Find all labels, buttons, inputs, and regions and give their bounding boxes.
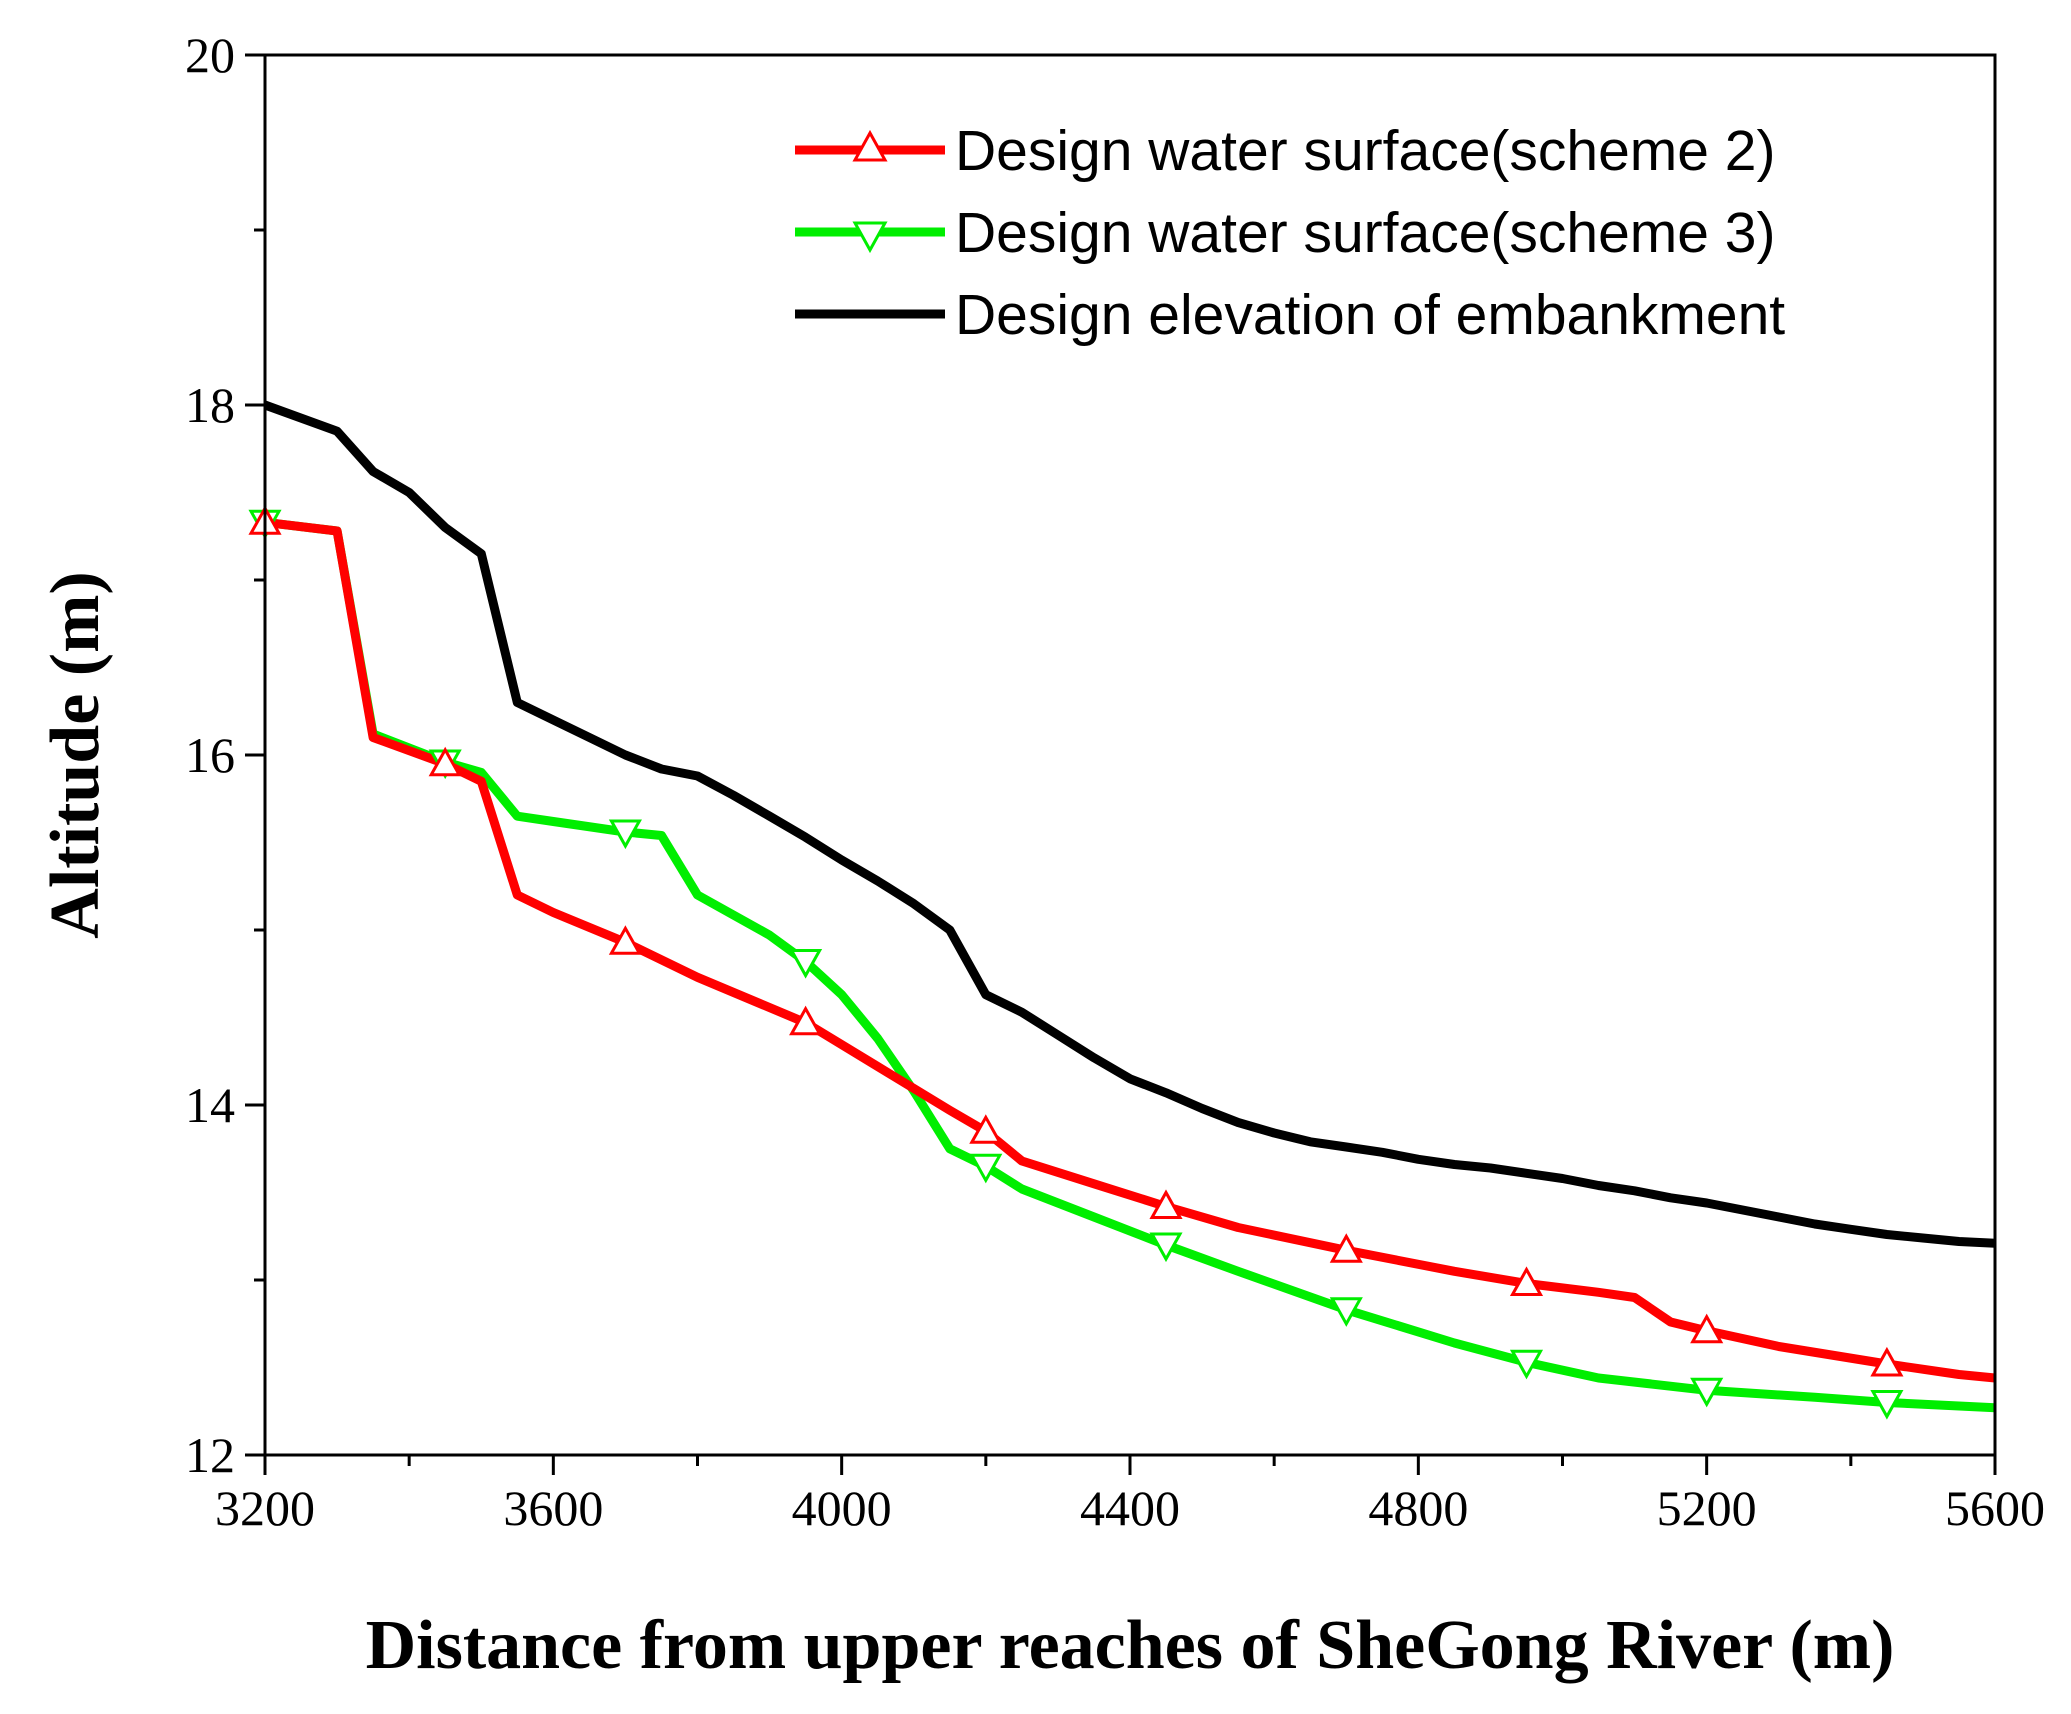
data-point-scheme-2	[969, 1114, 1003, 1144]
x-tick-label: 4000	[792, 1480, 892, 1536]
legend-marker-triangle-up-icon	[852, 129, 888, 162]
y-tick-label: 12	[185, 1427, 235, 1483]
data-point-scheme-3	[1870, 1390, 1904, 1420]
y-tick-label: 16	[185, 727, 235, 783]
data-point-scheme-3	[1509, 1349, 1544, 1380]
data-point-scheme-2	[1690, 1313, 1724, 1344]
x-tick-label: 3600	[503, 1480, 603, 1536]
data-point-scheme-2	[1149, 1189, 1183, 1219]
data-point-scheme-3	[789, 949, 823, 979]
axis-ticks	[245, 53, 1997, 1475]
data-point-scheme-3	[1149, 1232, 1183, 1263]
legend-marker-triangle-down-icon	[852, 221, 888, 254]
y-tick-label: 20	[185, 27, 235, 83]
chart-legend: Design water surface(scheme 2) Design wa…	[795, 119, 1785, 347]
data-point-scheme-3	[1329, 1297, 1363, 1327]
data-point-scheme-2	[1870, 1346, 1904, 1377]
x-tick-label: 4400	[1080, 1480, 1180, 1536]
series-line-embankment	[263, 400, 1996, 1248]
legend-label-scheme-2: Design water surface(scheme 2)	[955, 119, 1776, 183]
legend-label-scheme-3: Design water surface(scheme 3)	[955, 201, 1776, 265]
y-tick-label: 18	[185, 377, 235, 433]
x-tick-label: 5600	[1945, 1480, 2045, 1536]
x-tick-label: 3200	[215, 1480, 315, 1536]
plot-area-frame	[263, 53, 1997, 1457]
data-point-scheme-3	[1690, 1377, 1724, 1408]
legend-label-embankment: Design elevation of embankment	[955, 283, 1785, 347]
x-tick-label: 4800	[1368, 1480, 1468, 1536]
series-lines	[263, 400, 1996, 1413]
data-point-scheme-2	[608, 925, 642, 955]
data-point-scheme-3	[969, 1153, 1003, 1184]
data-point-scheme-2	[789, 1005, 823, 1036]
series-line-scheme-3	[264, 517, 1996, 1413]
data-point-scheme-2	[1509, 1266, 1544, 1296]
axis-tick-labels: 3200 3600 4000 4400 4800 5200 5600 12 14 16 18 20	[185, 27, 2045, 1536]
x-axis-title: Distance from upper reaches of SheGong R…	[366, 1607, 1895, 1684]
series-line-scheme-2	[264, 517, 1996, 1383]
series-markers	[248, 505, 1904, 1420]
data-point-scheme-2	[428, 746, 462, 777]
data-point-scheme-2	[1329, 1233, 1363, 1263]
y-tick-label: 14	[185, 1077, 235, 1133]
x-tick-label: 5200	[1657, 1480, 1757, 1536]
data-point-scheme-3	[608, 819, 642, 850]
y-axis-title: Altitude (m)	[37, 571, 114, 938]
